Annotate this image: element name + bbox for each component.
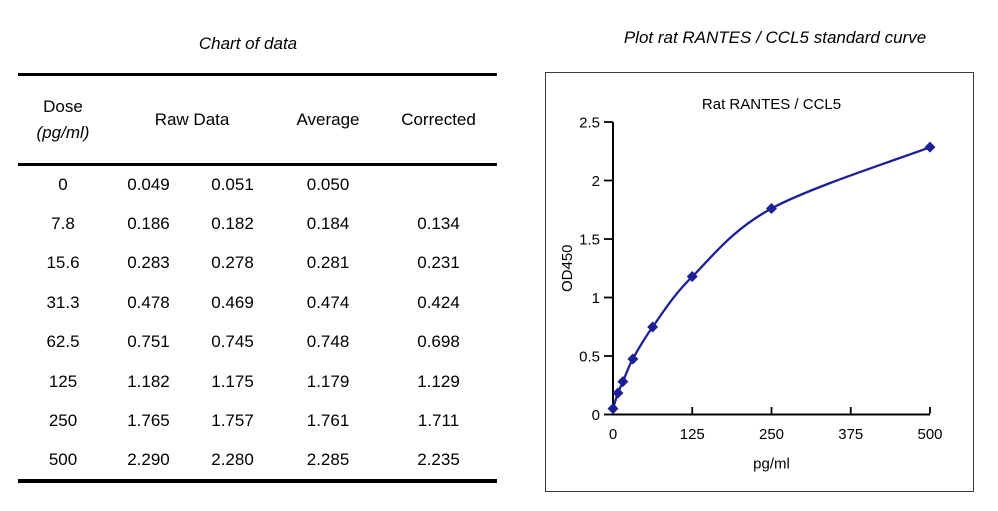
y-tick-label: 2.5 xyxy=(579,115,600,132)
cell-average: 2.285 xyxy=(306,449,350,469)
x-tick-label: 125 xyxy=(680,426,705,443)
table-body: 0 0.049 0.051 0.050 7.8 0.186 0.182 0.184 0.134 1… xyxy=(18,165,497,481)
cell-raw2: 2.280 xyxy=(211,449,254,469)
cell-average: 0.184 xyxy=(306,213,350,233)
cell-dose: 7.8 xyxy=(51,213,75,233)
cell-raw1: 1.182 xyxy=(127,371,170,391)
table-title: Chart of data xyxy=(198,34,298,53)
x-tick-label: 375 xyxy=(838,426,863,443)
cell-raw1: 0.186 xyxy=(127,213,170,233)
cell-raw2: 1.757 xyxy=(211,411,254,431)
column-header-corrected: Corrected xyxy=(401,109,476,129)
cell-dose: 250 xyxy=(48,411,78,431)
cell-raw1: 2.290 xyxy=(127,449,170,469)
chart-title: Rat RANTES / CCL5 xyxy=(702,96,841,113)
cell-raw1: 0.049 xyxy=(127,175,170,194)
cell-dose: 0 xyxy=(58,175,68,194)
x-tick-label: 250 xyxy=(759,426,784,443)
cell-raw2: 0.469 xyxy=(211,292,254,312)
y-tick-label: 0.5 xyxy=(579,349,600,366)
plot-title: Plot rat RANTES / CCL5 standard curve xyxy=(623,28,927,47)
data-point-marker xyxy=(647,321,659,333)
cell-average: 0.281 xyxy=(306,253,350,273)
table-row: 250 1.765 1.757 1.761 1.711 xyxy=(18,402,497,442)
cell-dose: 15.6 xyxy=(46,253,80,273)
data-table-section: Chart of data Dose (pg/ml) Raw Data Aver… xyxy=(18,0,498,511)
cell-raw1: 0.478 xyxy=(127,292,170,312)
cell-corrected: 2.235 xyxy=(417,449,460,469)
table-row: 7.8 0.186 0.182 0.184 0.134 xyxy=(18,204,497,244)
y-tick-label: 0 xyxy=(592,407,600,424)
cell-raw2: 1.175 xyxy=(211,371,254,391)
table-row: 15.6 0.283 0.278 0.281 0.231 xyxy=(18,244,497,284)
plot-section: Plot rat RANTES / CCL5 standard curve Ra… xyxy=(545,0,998,511)
column-header-average: Average xyxy=(296,109,360,129)
cell-raw2: 0.745 xyxy=(211,332,254,352)
column-header-raw-data: Raw Data xyxy=(154,109,230,129)
cell-raw1: 1.765 xyxy=(127,411,170,431)
standards-table: Dose (pg/ml) Raw Data Average Corrected … xyxy=(18,73,498,483)
data-point-marker xyxy=(627,353,639,365)
cell-raw2: 0.051 xyxy=(211,175,254,194)
cell-raw1: 0.283 xyxy=(127,253,170,273)
standard-curve-line xyxy=(611,146,931,409)
cell-corrected: 1.129 xyxy=(417,371,460,391)
y-axis-label: OD450 xyxy=(559,244,576,292)
data-point-marker xyxy=(617,376,629,388)
cell-corrected: 0.698 xyxy=(417,332,460,352)
cell-raw2: 0.278 xyxy=(211,253,254,273)
data-point-marker xyxy=(607,403,619,415)
dose-unit-label: (pg/ml) xyxy=(36,122,90,142)
cell-corrected: 0.424 xyxy=(417,292,460,312)
cell-average: 0.748 xyxy=(306,332,350,352)
data-point-marker xyxy=(924,141,936,153)
table-row: 0 0.049 0.051 0.050 xyxy=(18,165,497,205)
cell-raw1: 0.751 xyxy=(127,332,170,352)
chart-frame: Rat RANTES / CCL5 0 0.5 1 1.5 2 2.5 0 125 250 375 5… xyxy=(545,72,974,492)
table-row: 31.3 0.478 0.469 0.474 0.424 xyxy=(18,283,497,323)
table-header-row: Dose (pg/ml) Raw Data Average Corrected xyxy=(18,75,498,165)
y-tick-label: 2 xyxy=(592,173,600,190)
dose-label: Dose xyxy=(43,96,83,116)
table-row: 500 2.290 2.280 2.285 2.235 xyxy=(18,441,497,481)
data-point-marker xyxy=(686,271,698,283)
cell-corrected: 0.134 xyxy=(417,213,460,233)
cell-dose: 31.3 xyxy=(46,292,80,312)
cell-dose: 125 xyxy=(48,371,78,391)
y-tick-label: 1 xyxy=(592,290,600,307)
cell-average: 0.050 xyxy=(306,175,350,194)
standard-curve-chart: Rat RANTES / CCL5 0 0.5 1 1.5 2 2.5 0 125 250 375 5… xyxy=(559,96,943,473)
x-tick-label: 500 xyxy=(917,426,942,443)
cell-average: 1.179 xyxy=(306,371,350,391)
x-tick-label: 0 xyxy=(609,426,617,443)
cell-dose: 500 xyxy=(48,449,78,469)
table-row: 62.5 0.751 0.745 0.748 0.698 xyxy=(18,323,497,363)
data-point-marker xyxy=(766,202,777,214)
cell-dose: 62.5 xyxy=(46,332,80,352)
cell-corrected: 0.231 xyxy=(417,253,460,273)
data-point-marker xyxy=(612,387,624,399)
y-tick-label: 1.5 xyxy=(579,232,600,249)
cell-corrected xyxy=(380,165,497,205)
x-axis-label: pg/ml xyxy=(753,456,790,473)
cell-average: 0.474 xyxy=(306,292,350,312)
cell-corrected: 1.711 xyxy=(417,411,460,431)
cell-average: 1.761 xyxy=(306,411,350,431)
cell-raw2: 0.182 xyxy=(211,213,254,233)
table-row: 125 1.182 1.175 1.179 1.129 xyxy=(18,362,497,402)
column-header-dose: Dose (pg/ml) xyxy=(18,75,108,165)
table-header: Dose (pg/ml) Raw Data Average Corrected xyxy=(18,75,498,165)
